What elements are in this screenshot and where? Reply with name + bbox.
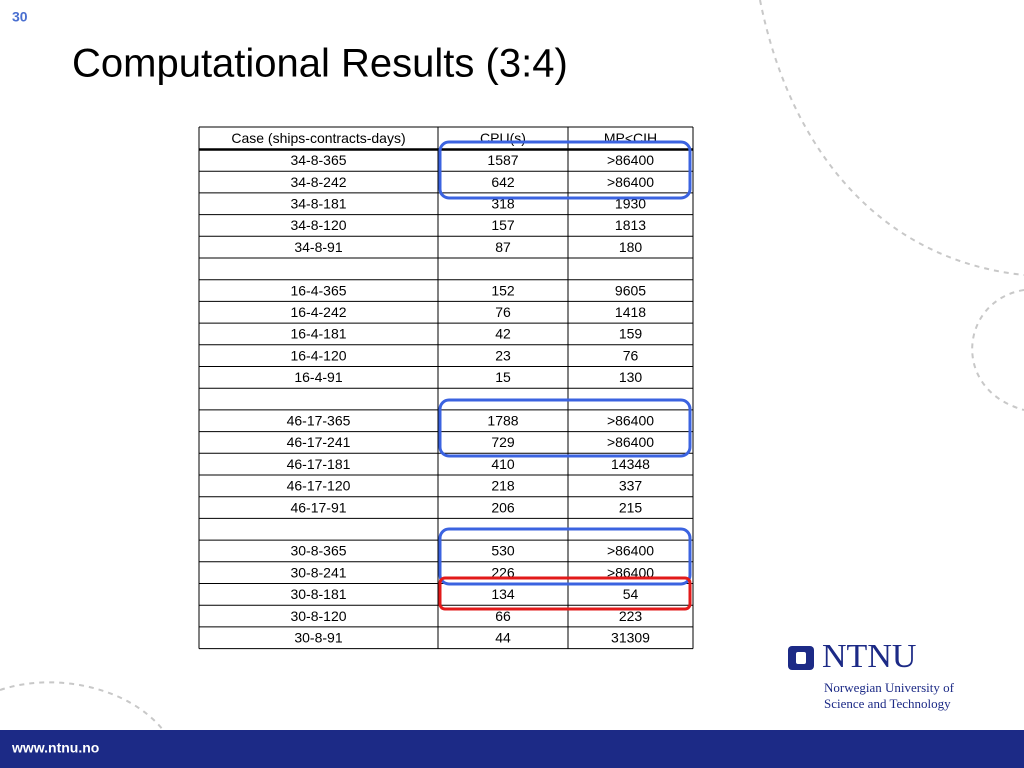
table-cell: Case (ships-contracts-days)	[231, 130, 405, 146]
table: Case (ships-contracts-days) CPU(s) MP<CIH 3…	[198, 126, 694, 650]
table-cell: 34-8-242	[290, 174, 346, 190]
table-cell: 30-8-181	[290, 586, 346, 602]
table-cell: 1587	[487, 152, 518, 168]
table-cell: 530	[491, 543, 515, 559]
decoration	[0, 0, 1024, 741]
table-cell: 46-17-241	[287, 434, 351, 450]
table-cell: 180	[619, 239, 643, 255]
table-cell: 23	[495, 347, 511, 363]
footer-url: www.ntnu.no	[11, 740, 99, 756]
table-cell: CPU(s)	[480, 130, 526, 146]
table-cell: 76	[623, 347, 639, 363]
table-cell: 46-17-365	[287, 412, 351, 428]
table-cell: 44	[495, 629, 511, 645]
table-cell: 16-4-242	[290, 304, 346, 320]
table-cell: 42	[495, 326, 511, 342]
highlight-box	[438, 140, 692, 200]
table-cell: 34-8-91	[294, 239, 342, 255]
table-cell: 226	[491, 564, 515, 580]
table-cell: 16-4-120	[290, 347, 346, 363]
table-cell: 16-4-365	[290, 282, 346, 298]
table-cell: 159	[619, 326, 643, 342]
table-cell: >86400	[607, 434, 654, 450]
table-cell: 16-4-91	[294, 369, 342, 385]
table-cell: 729	[491, 434, 515, 450]
table-cell: >86400	[607, 152, 654, 168]
table-cell: 30-8-241	[290, 564, 346, 580]
highlights	[438, 140, 692, 611]
table-cell: >86400	[607, 564, 654, 580]
table-cell: 76	[495, 304, 511, 320]
table-cell: 215	[619, 499, 643, 515]
page-number: 30	[12, 9, 28, 25]
highlight-box	[438, 576, 692, 611]
table-cell: 218	[491, 478, 515, 494]
logo-line: Norwegian University of	[824, 680, 955, 695]
table-cell: 206	[491, 499, 515, 515]
table-cell: 46-17-181	[287, 456, 351, 472]
table-cell: 642	[491, 174, 515, 190]
table-cell: 134	[491, 586, 515, 602]
table-cell: >86400	[607, 543, 654, 559]
table-cell: 337	[619, 478, 643, 494]
table-cell: 1418	[615, 304, 646, 320]
table-cell: 87	[495, 239, 511, 255]
table-cell: 34-8-365	[290, 152, 346, 168]
logo-line: Science and Technology	[824, 696, 951, 711]
table-cell: 157	[491, 217, 515, 233]
footer-bar	[0, 730, 1024, 768]
slide-title: Computational Results (3:4)	[72, 42, 568, 86]
table-cell: 1788	[487, 412, 518, 428]
highlight-box	[438, 527, 692, 586]
table-cell: 130	[619, 369, 643, 385]
table-cell: 31309	[611, 629, 650, 645]
table-cell: 54	[623, 586, 639, 602]
table-cell: >86400	[607, 412, 654, 428]
table-cell: 152	[491, 282, 515, 298]
table-cell: 30-8-365	[290, 543, 346, 559]
logo-mark-inner	[796, 652, 806, 664]
table-cell: 15	[495, 369, 511, 385]
table-cell: MP<CIH	[604, 130, 657, 146]
table-cell: 9605	[615, 282, 646, 298]
highlight-box	[438, 398, 692, 458]
table-cell: 410	[491, 456, 515, 472]
table-cell: 34-8-120	[290, 217, 346, 233]
logo-name: NTNU	[822, 638, 916, 675]
table-cell: 66	[495, 608, 511, 624]
table-cell: 30-8-120	[290, 608, 346, 624]
table-cell: 14348	[611, 456, 650, 472]
table-cell: 1813	[615, 217, 646, 233]
table-cell: 34-8-181	[290, 195, 346, 211]
table-cell: 46-17-91	[290, 499, 346, 515]
table-cell: 223	[619, 608, 643, 624]
table-cell: >86400	[607, 174, 654, 190]
table-cell: 30-8-91	[294, 629, 342, 645]
table-cell: 46-17-120	[287, 478, 351, 494]
table-cell: 16-4-181	[290, 326, 346, 342]
